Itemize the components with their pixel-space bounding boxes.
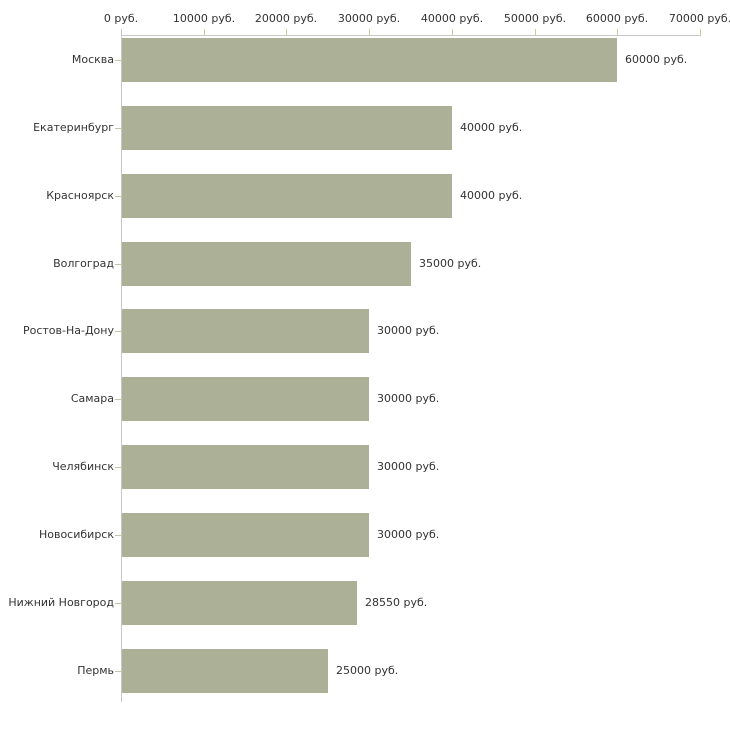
- category-tick-mark: [115, 535, 121, 536]
- category-label: Новосибирск: [38, 528, 114, 541]
- value-label: 60000 руб.: [625, 53, 688, 66]
- value-label: 30000 руб.: [377, 392, 440, 405]
- bar: [122, 445, 369, 489]
- value-label: 25000 руб.: [336, 664, 399, 677]
- x-tick-label: 60000 руб.: [585, 12, 649, 25]
- x-tick-mark: [535, 29, 536, 36]
- category-tick-mark: [115, 671, 121, 672]
- category-label: Красноярск: [46, 189, 114, 202]
- bar: [122, 174, 452, 218]
- category-label: Ростов-На-Дону: [22, 324, 114, 337]
- category-tick-mark: [115, 60, 121, 61]
- y-axis-line: [121, 29, 122, 702]
- category-label: Челябинск: [52, 460, 114, 473]
- x-tick-label: 20000 руб.: [254, 12, 318, 25]
- category-tick-mark: [115, 331, 121, 332]
- category-tick-mark: [115, 467, 121, 468]
- x-tick-label: 30000 руб.: [337, 12, 401, 25]
- x-tick-mark: [700, 29, 701, 36]
- category-tick-mark: [115, 399, 121, 400]
- category-tick-mark: [115, 603, 121, 604]
- value-label: 35000 руб.: [419, 257, 482, 270]
- x-tick-label: 10000 руб.: [172, 12, 236, 25]
- category-label: Волгоград: [53, 257, 114, 270]
- x-tick-label: 70000 руб.: [668, 12, 730, 25]
- bar: [122, 38, 617, 82]
- bar: [122, 513, 369, 557]
- value-label: 40000 руб.: [460, 121, 523, 134]
- value-label: 40000 руб.: [460, 189, 523, 202]
- category-label: Самара: [70, 392, 114, 405]
- bar: [122, 377, 369, 421]
- category-tick-mark: [115, 264, 121, 265]
- category-label: Пермь: [77, 664, 114, 677]
- x-tick-mark: [617, 29, 618, 36]
- x-tick-mark: [286, 29, 287, 36]
- bar: [122, 649, 328, 693]
- category-tick-mark: [115, 196, 121, 197]
- x-tick-mark: [452, 29, 453, 36]
- bar: [122, 106, 452, 150]
- category-tick-mark: [115, 128, 121, 129]
- bar: [122, 309, 369, 353]
- x-tick-label: 40000 руб.: [420, 12, 484, 25]
- bar: [122, 581, 357, 625]
- value-label: 30000 руб.: [377, 528, 440, 541]
- category-label: Москва: [71, 53, 114, 66]
- x-axis-line: [121, 35, 701, 36]
- value-label: 28550 руб.: [365, 596, 428, 609]
- x-tick-label: 0 руб.: [103, 12, 139, 25]
- value-label: 30000 руб.: [377, 460, 440, 473]
- category-label: Нижний Новгород: [8, 596, 114, 609]
- x-tick-mark: [369, 29, 370, 36]
- value-label: 30000 руб.: [377, 324, 440, 337]
- x-tick-mark: [204, 29, 205, 36]
- bar: [122, 242, 411, 286]
- category-label: Екатеринбург: [33, 121, 114, 134]
- x-tick-label: 50000 руб.: [503, 12, 567, 25]
